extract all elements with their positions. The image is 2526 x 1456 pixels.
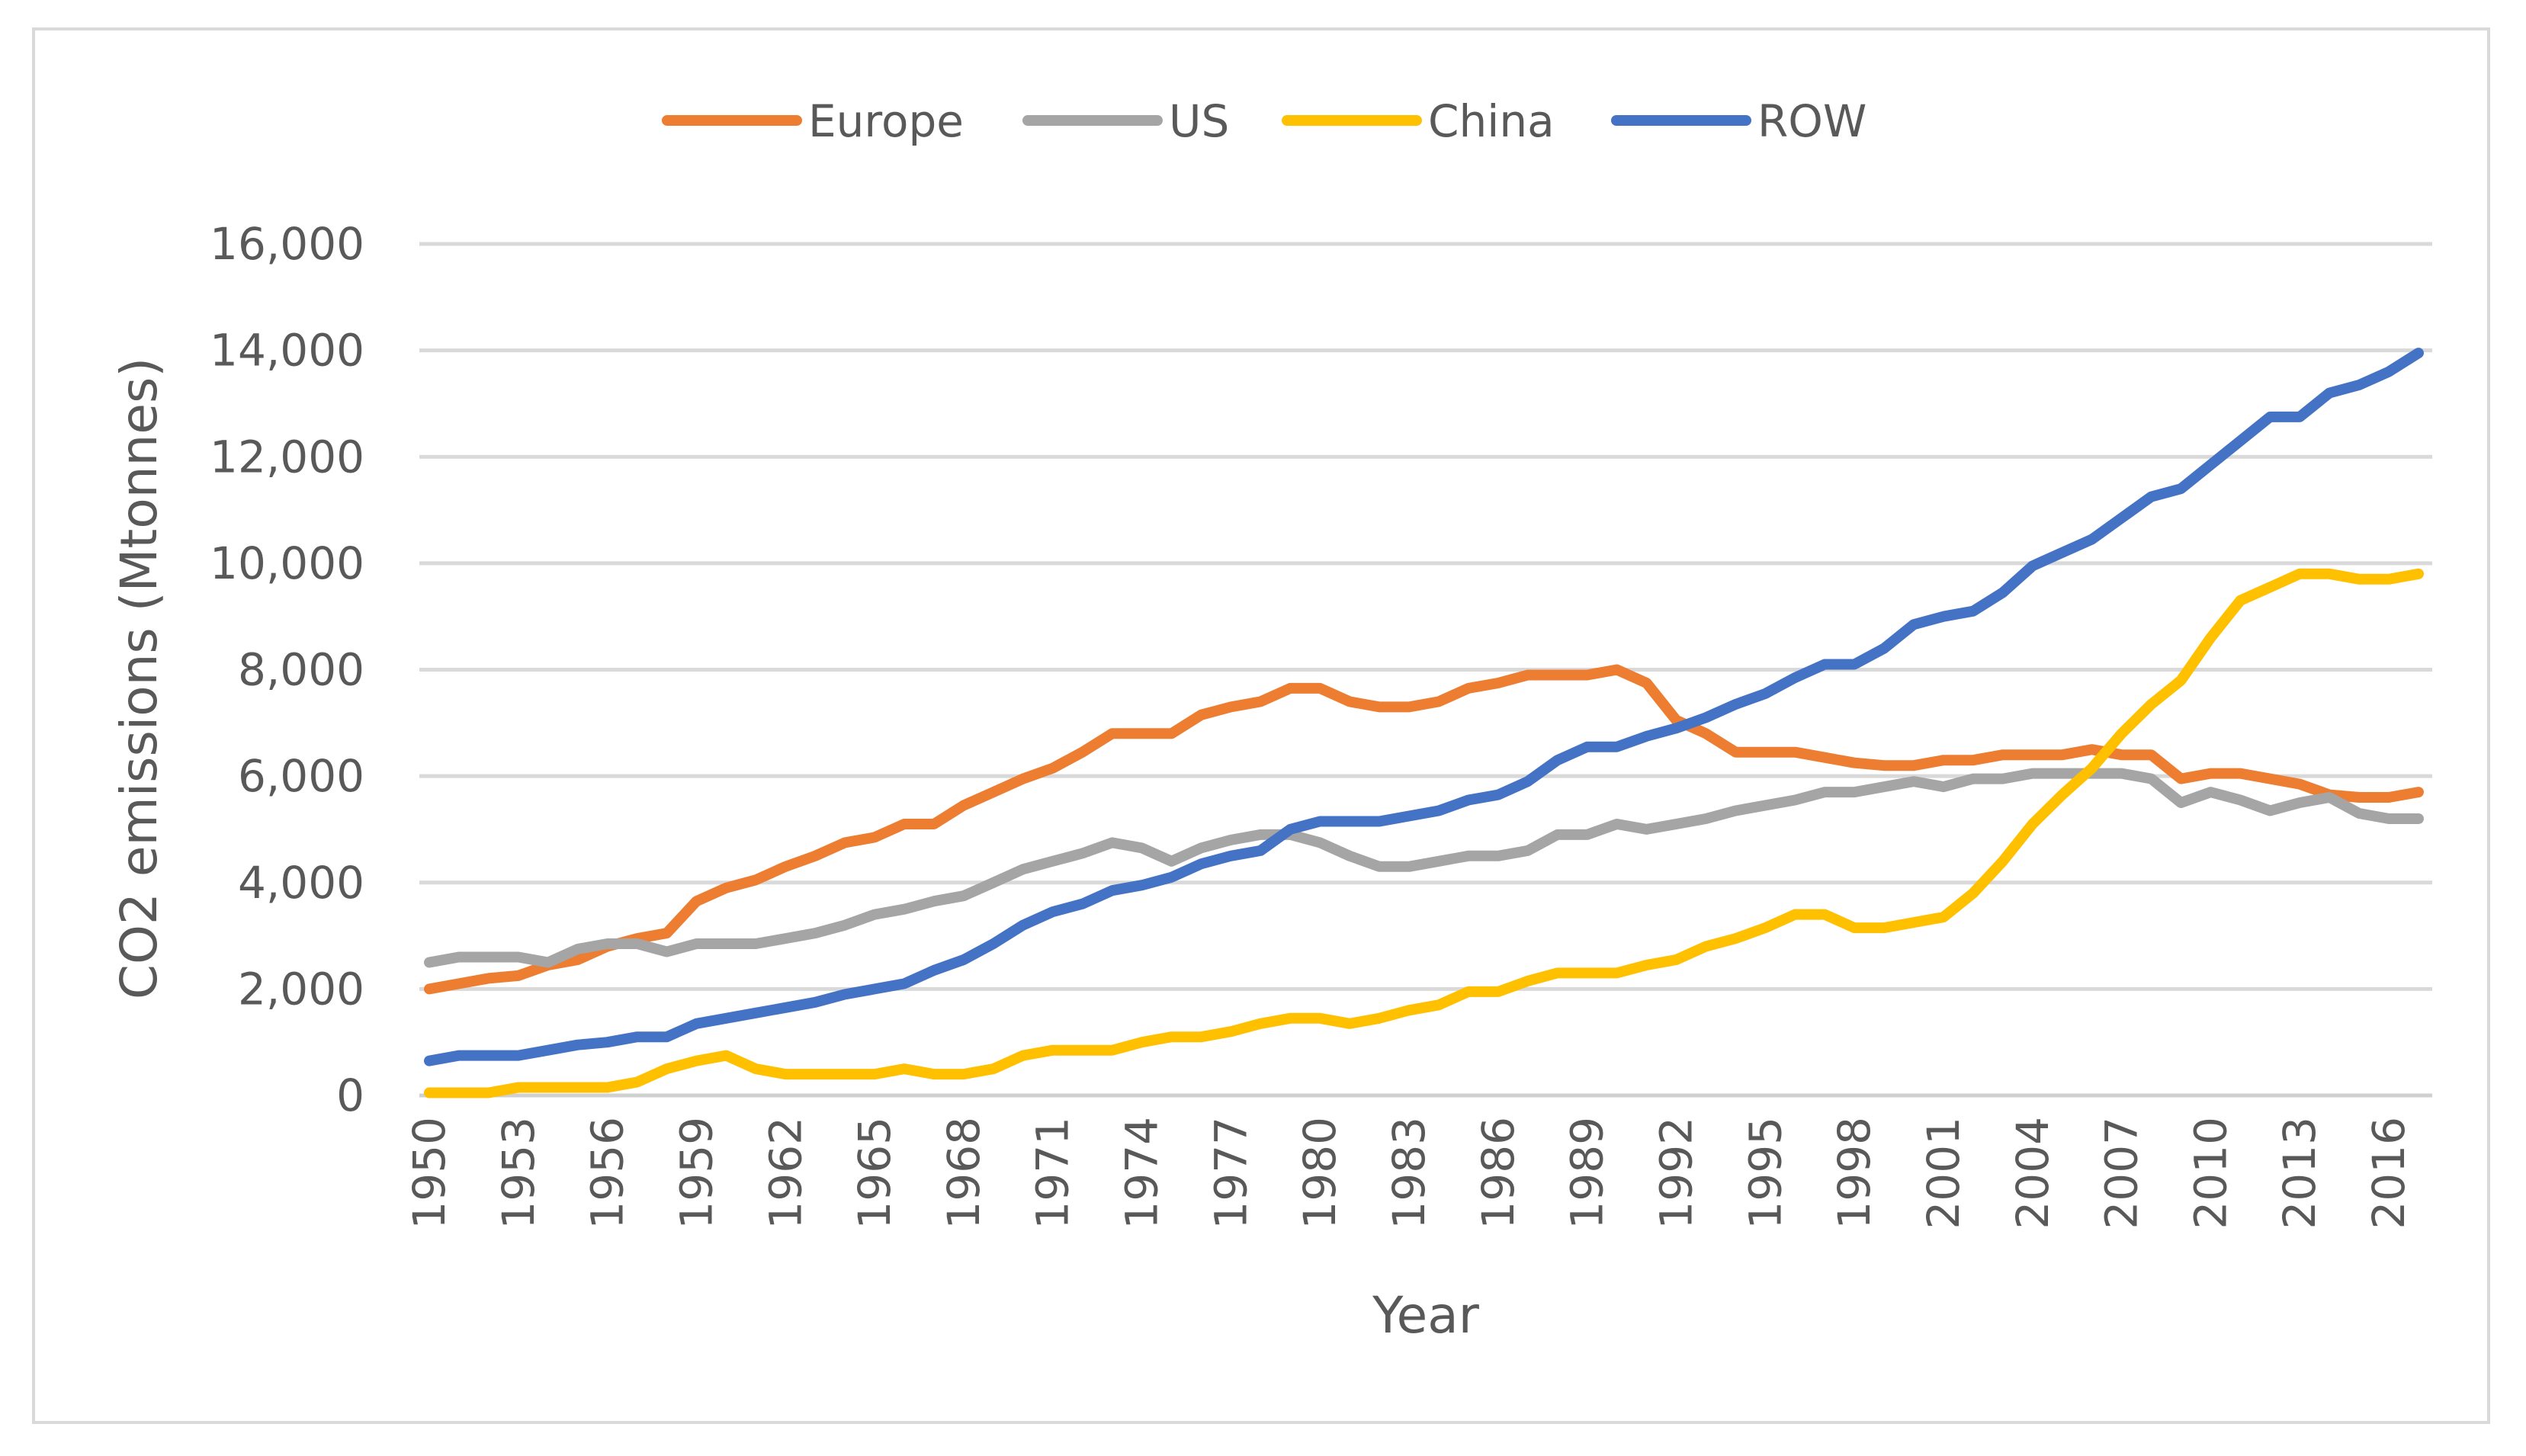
x-tick-label: 1992 [1651, 1117, 1703, 1230]
x-axis-title: Year [1372, 1286, 1480, 1345]
series-line-china [424, 568, 2424, 1098]
x-tick-label: 1950 [403, 1117, 455, 1230]
legend-item-china: China [1282, 95, 1555, 147]
y-tick-label: 4,000 [238, 857, 364, 909]
y-tick-label: 8,000 [238, 644, 364, 696]
y-tick-label: 6,000 [238, 750, 364, 802]
x-tick-label: 1971 [1027, 1117, 1079, 1230]
y-tick-label: 0 [336, 1070, 364, 1121]
series-line-row [424, 348, 2424, 1066]
x-tick-label: 2004 [2007, 1117, 2059, 1230]
chart-frame [32, 27, 2490, 1424]
legend-label: ROW [1757, 95, 1866, 147]
x-tick-label: 1980 [1294, 1117, 1346, 1230]
legend-item-us: US [1022, 95, 1229, 147]
x-tick-label: 1983 [1383, 1117, 1435, 1230]
legend-item-europe: Europe [662, 95, 964, 147]
y-tick-label: 14,000 [210, 325, 364, 377]
x-tick-label: 1968 [938, 1117, 990, 1230]
legend-label: Europe [808, 95, 964, 147]
y-axis-ticks: 0 2,000 4,000 6,000 8,000 10,000 12,000 14,000 1… [210, 218, 364, 1121]
legend-label: US [1169, 95, 1229, 147]
series-line-us [424, 768, 2424, 968]
legend-label: China [1428, 95, 1555, 147]
y-tick-label: 16,000 [210, 218, 364, 270]
legend: Europe US China ROW [662, 95, 1866, 147]
x-tick-label: 1962 [759, 1117, 811, 1230]
series-lines [424, 348, 2424, 1098]
y-tick-label: 2,000 [238, 963, 364, 1015]
y-axis-title: CO2 emissions (Mtonnes) [110, 358, 169, 999]
y-tick-label: 12,000 [210, 431, 364, 483]
x-tick-label: 1995 [1739, 1117, 1791, 1230]
x-tick-label: 1974 [1116, 1117, 1168, 1230]
x-tick-label: 1989 [1561, 1117, 1613, 1230]
x-tick-label: 2007 [2096, 1117, 2148, 1230]
y-tick-label: 10,000 [210, 537, 364, 589]
x-tick-label: 1986 [1472, 1117, 1524, 1230]
x-tick-label: 1959 [671, 1117, 723, 1230]
x-tick-label: 2010 [2184, 1117, 2236, 1230]
legend-item-row: ROW [1611, 95, 1866, 147]
x-tick-label: 1956 [582, 1117, 634, 1230]
x-tick-label: 1998 [1828, 1117, 1880, 1230]
x-tick-label: 2016 [2363, 1117, 2415, 1230]
x-tick-label: 2001 [1918, 1117, 1969, 1230]
x-tick-label: 1953 [493, 1117, 544, 1230]
gridlines [419, 242, 2432, 1098]
x-tick-label: 1977 [1205, 1117, 1257, 1230]
x-tick-label: 1965 [849, 1117, 900, 1230]
x-tick-label: 2013 [2274, 1117, 2325, 1230]
series-line-europe [424, 664, 2424, 995]
x-axis-ticks: 1950 1953 1956 1959 1962 1965 1968 1971 1974 1977… [403, 1117, 2415, 1230]
